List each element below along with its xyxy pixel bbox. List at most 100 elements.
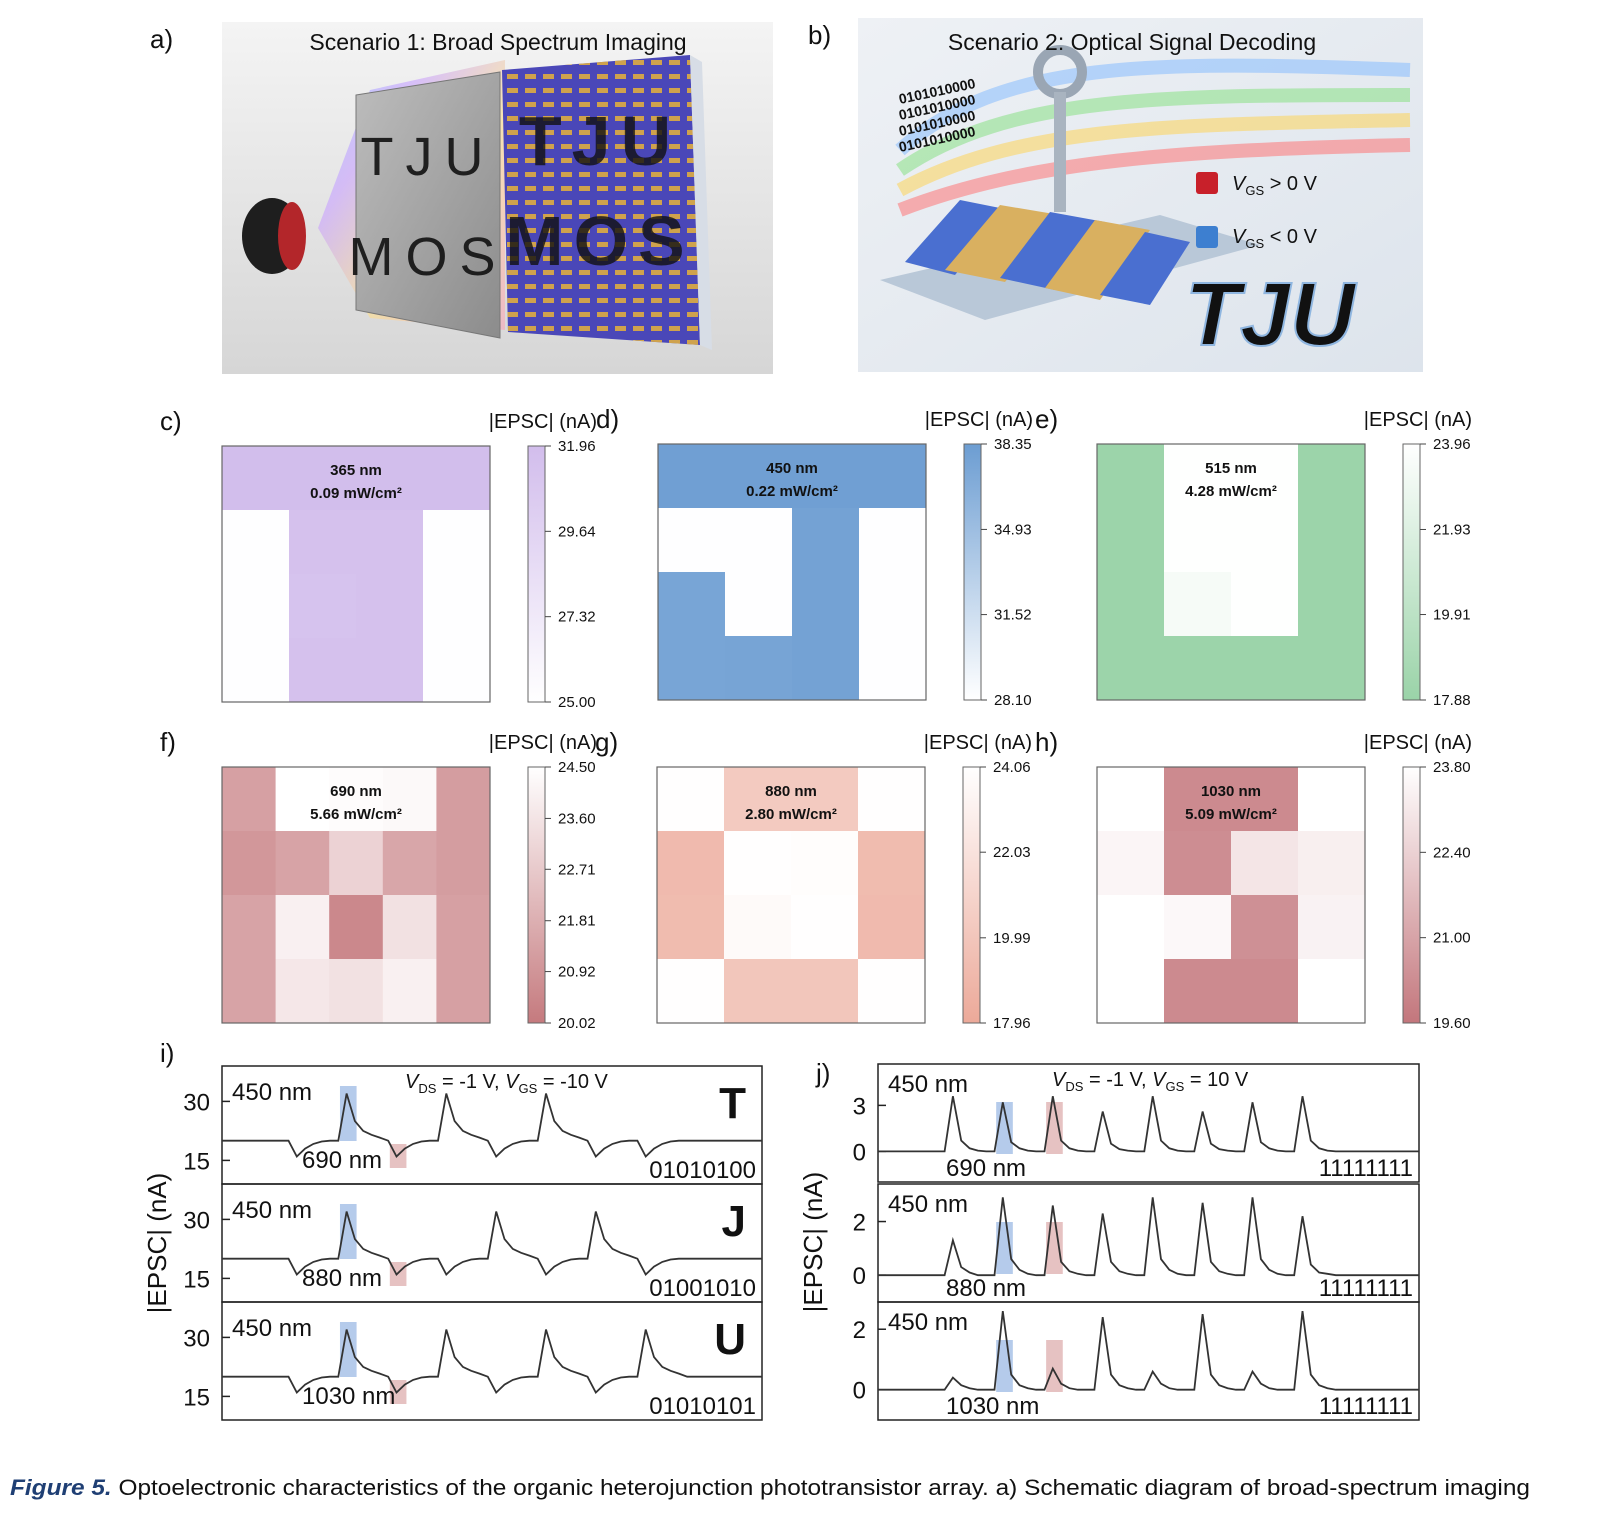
blue-wavelength: 450 nm — [232, 1315, 312, 1342]
heatmap-cell — [658, 508, 726, 573]
heatmap-frame — [221, 445, 491, 703]
heatmap-cell — [657, 895, 725, 960]
heatmap-cell — [275, 767, 330, 832]
heatmap-cell — [289, 638, 357, 703]
binary-code: 01010101 — [649, 1393, 756, 1420]
heatmap-cell — [222, 831, 277, 896]
blue-wavelength: 450 nm — [232, 1079, 312, 1106]
colorbar — [962, 766, 981, 1024]
text: < 0 V — [1264, 226, 1317, 248]
decoded-letter: U — [714, 1315, 746, 1364]
heatmap-cell — [329, 959, 384, 1024]
decoded-letter: J — [722, 1197, 746, 1246]
colorbar-tick-label: 23.60 — [558, 810, 596, 827]
epsc-trace — [222, 1211, 762, 1276]
symbol: V — [1152, 1069, 1167, 1091]
colorbar — [527, 766, 546, 1024]
text: = -1 V, — [436, 1071, 505, 1093]
heatmap-cell — [724, 959, 792, 1024]
heatmap-cell — [792, 508, 860, 573]
heatmap-cell — [725, 444, 793, 509]
wavelength-label: 450 nm — [766, 460, 818, 477]
heatmap-cell — [792, 636, 860, 701]
electrode — [945, 205, 1060, 282]
heatmap-cell — [1231, 959, 1299, 1024]
panel-label: g) — [595, 727, 618, 757]
colorbar-tick-label: 21.81 — [558, 913, 596, 930]
panel-label: c) — [160, 406, 182, 436]
heatmap-cell — [1164, 508, 1232, 573]
heatmap-cell — [1097, 831, 1165, 896]
colorbar-tick-label: 19.99 — [993, 930, 1031, 947]
y-tick-label: 0 — [853, 1139, 866, 1166]
heatmap-cell — [859, 508, 927, 573]
heatmap-cell — [275, 895, 330, 960]
heatmap-cell — [1231, 636, 1299, 701]
panel-label: a) — [150, 24, 173, 54]
colorbar-tick-label: 21.93 — [1433, 521, 1471, 538]
epsc-trace — [878, 1197, 1419, 1277]
heatmap-cell — [275, 831, 330, 896]
heatmap-cell — [382, 895, 437, 960]
symbol: V — [1232, 173, 1247, 195]
colorbar-tick-label: 20.92 — [558, 964, 596, 981]
panel-label: i) — [160, 1038, 174, 1068]
heatmap-cell — [329, 895, 384, 960]
heatmap-cell — [791, 831, 859, 896]
lock-icon — [1196, 172, 1218, 194]
heatmap-cell — [222, 574, 290, 639]
panel-label: e) — [1035, 404, 1058, 434]
plot-frame — [877, 1063, 1420, 1183]
red-wavelength: 880 nm — [302, 1265, 382, 1292]
heatmap-cell — [792, 572, 860, 637]
heatmap-cell — [1164, 636, 1232, 701]
heatmap-cell — [1164, 959, 1232, 1024]
heatmap-cell — [436, 831, 491, 896]
colorbar-tick-label: 28.10 — [994, 692, 1032, 709]
colorbar-tick-label: 22.03 — [993, 844, 1031, 861]
colorbar-tick-label: 24.06 — [993, 759, 1031, 776]
heatmap-cell — [725, 636, 793, 701]
colorbar-tick-label: 17.88 — [1433, 692, 1471, 709]
y-tick-label: 15 — [183, 1384, 210, 1411]
epsc-trace — [222, 1093, 762, 1158]
heatmap-cell — [382, 767, 437, 832]
electrode — [1045, 220, 1150, 300]
heatmap-cell — [1298, 508, 1366, 573]
mask-screen — [355, 71, 501, 339]
red-wavelength: 690 nm — [302, 1147, 382, 1174]
text: = -10 V — [537, 1071, 608, 1093]
red-wavelength: 1030 nm — [302, 1383, 395, 1410]
heatmap-cell — [1298, 895, 1366, 960]
heatmap-cell — [725, 572, 793, 637]
heatmap-cell — [423, 446, 491, 511]
heatmap-cell — [1097, 636, 1165, 701]
heatmap-frame — [1096, 766, 1366, 1024]
heatmap-cell — [423, 510, 491, 575]
binary-code: 11111111 — [1319, 1393, 1413, 1420]
binary-code: 01001010 — [649, 1275, 756, 1302]
colorbar-tick-label: 27.32 — [558, 609, 596, 626]
heatmap-frame — [221, 766, 491, 1024]
binary-code: 11111111 — [1319, 1155, 1413, 1182]
heatmap-cell — [1298, 831, 1366, 896]
pixel-grid — [502, 55, 700, 345]
y-tick-label: 0 — [853, 1263, 866, 1290]
heatmap-cell — [382, 959, 437, 1024]
text: = -1 V, — [1083, 1069, 1152, 1091]
heatmap-cell — [859, 572, 927, 637]
heatmap-cell — [1298, 572, 1366, 637]
electrode — [905, 200, 1010, 275]
heatmap-cell — [858, 895, 926, 960]
heatmap-cell — [657, 767, 725, 832]
heatmap-cell — [724, 895, 792, 960]
heatmap-cell — [792, 444, 860, 509]
heatmap-cell — [1097, 444, 1165, 509]
sensor-letters: MOS — [505, 202, 694, 280]
heatmap-frame — [657, 443, 927, 701]
screen-letters: MOS — [348, 227, 507, 287]
heatmap-cell — [222, 895, 277, 960]
epsc-trace — [878, 1096, 1419, 1153]
colorbar-title: |EPSC| (nA) — [489, 732, 597, 754]
